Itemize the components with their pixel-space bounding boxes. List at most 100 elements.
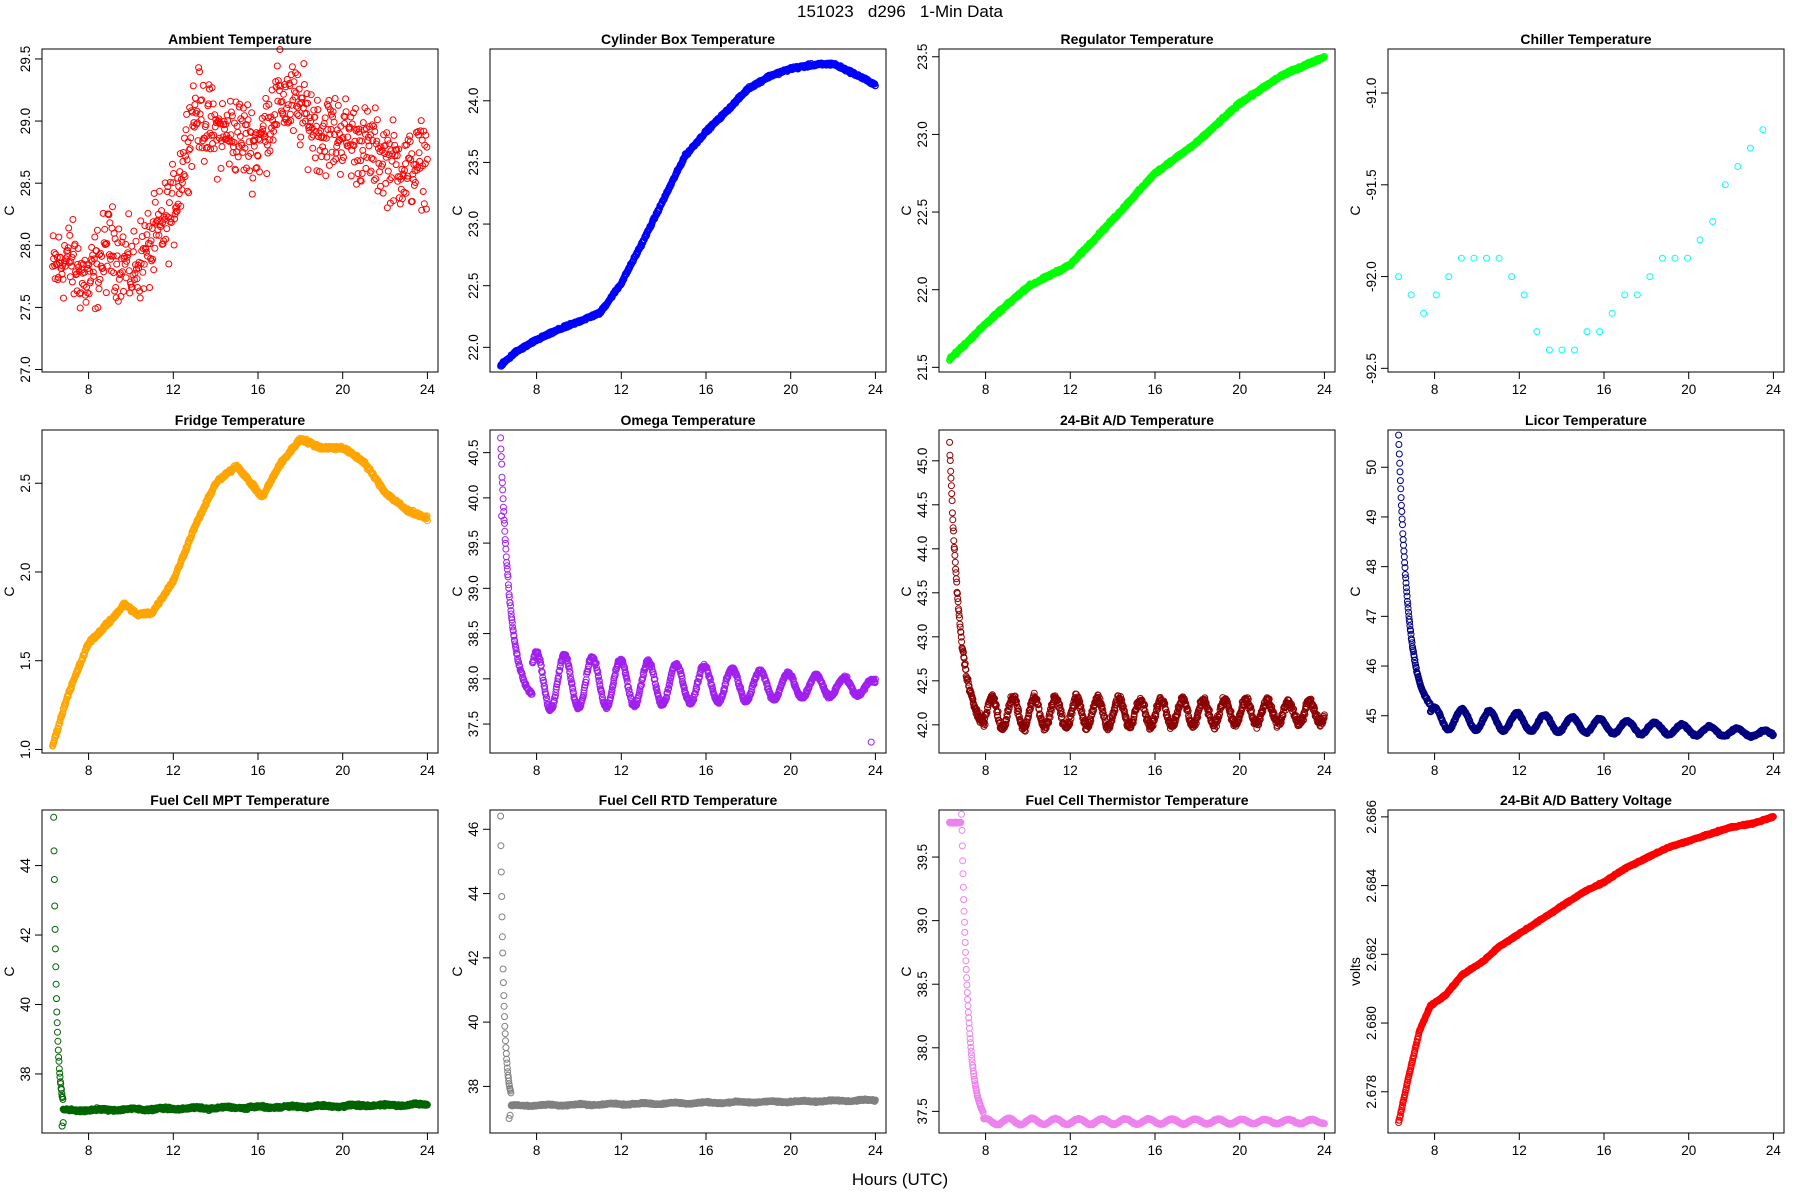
data-point — [129, 248, 137, 256]
data-point — [321, 147, 329, 155]
y-tick-label: 1.0 — [18, 740, 33, 759]
x-tick-label: 20 — [783, 382, 798, 397]
panel-title: Chiller Temperature — [1520, 31, 1651, 47]
data-points — [497, 59, 879, 370]
y-tick-label: 29.5 — [18, 46, 33, 72]
data-point — [294, 71, 302, 79]
data-point — [332, 149, 340, 157]
data-point — [76, 304, 84, 312]
data-point — [128, 242, 136, 250]
data-point — [174, 174, 182, 182]
data-point — [132, 237, 140, 245]
data-point — [388, 157, 396, 165]
data-point — [379, 189, 387, 197]
data-point — [371, 104, 379, 112]
data-point — [202, 121, 210, 128]
data-point — [100, 268, 108, 276]
data-point — [329, 108, 337, 116]
data-point — [1646, 273, 1654, 281]
data-point — [383, 129, 391, 137]
x-tick-label: 20 — [1681, 382, 1696, 397]
data-point — [296, 141, 304, 149]
data-point — [280, 90, 287, 98]
data-point — [280, 118, 288, 126]
data-point — [247, 129, 255, 136]
data-point — [219, 100, 226, 108]
data-point — [260, 130, 268, 138]
data-point — [348, 120, 356, 128]
data-point — [389, 116, 397, 124]
data-point — [283, 75, 291, 83]
x-tick-label: 8 — [85, 763, 93, 778]
data-point — [311, 113, 319, 121]
x-tick-label: 8 — [982, 382, 990, 397]
data-point — [371, 128, 379, 135]
data-point — [339, 134, 347, 141]
data-point — [262, 94, 270, 102]
data-point — [207, 112, 215, 120]
data-point — [1533, 328, 1541, 336]
data-point — [165, 260, 173, 268]
x-tick-label: 20 — [335, 763, 350, 778]
data-point — [146, 240, 154, 248]
data-point — [230, 138, 238, 146]
data-point — [80, 268, 88, 276]
data-point — [298, 94, 306, 102]
data-point — [239, 104, 247, 112]
data-point — [84, 289, 91, 297]
data-point — [187, 134, 195, 142]
data-point — [319, 143, 327, 151]
data-point — [409, 170, 417, 178]
data-point — [209, 100, 217, 108]
data-point — [310, 106, 318, 114]
y-axis-label: C — [898, 205, 914, 215]
data-point — [408, 150, 416, 158]
data-point — [307, 91, 315, 99]
data-point — [254, 152, 262, 160]
data-point — [422, 205, 430, 213]
data-point — [244, 116, 252, 124]
data-point — [402, 189, 410, 197]
plot-frame — [1387, 48, 1785, 373]
plot-frame — [489, 48, 887, 373]
data-point — [64, 244, 72, 252]
data-point — [325, 96, 333, 104]
data-point — [88, 243, 96, 251]
data-point — [169, 179, 177, 187]
plot-frame — [938, 48, 1336, 373]
data-point — [125, 210, 133, 218]
data-point — [1445, 273, 1453, 281]
data-point — [55, 233, 63, 241]
data-point — [367, 167, 375, 175]
data-point — [109, 252, 117, 260]
data-point — [167, 215, 175, 223]
data-point — [169, 160, 176, 168]
data-point — [74, 245, 82, 252]
data-point — [243, 121, 251, 129]
data-point — [60, 294, 67, 302]
data-point — [333, 126, 341, 134]
data-point — [1545, 346, 1553, 354]
data-point — [130, 227, 138, 235]
data-point — [165, 199, 173, 207]
data-point — [1671, 254, 1679, 262]
data-point — [210, 145, 218, 153]
data-point — [113, 260, 121, 268]
data-point — [189, 82, 197, 90]
data-point — [288, 63, 296, 71]
data-point — [423, 143, 431, 151]
data-point — [60, 259, 68, 267]
data-point — [277, 98, 285, 106]
data-point — [261, 138, 269, 145]
data-point — [349, 109, 357, 117]
data-point — [191, 101, 199, 109]
data-point — [202, 144, 210, 152]
data-point — [273, 121, 281, 129]
data-point — [398, 195, 406, 203]
data-point — [366, 169, 374, 177]
data-point — [98, 252, 106, 260]
data-point — [59, 275, 67, 283]
y-tick-label: 22.5 — [466, 273, 481, 299]
data-point — [94, 304, 102, 311]
